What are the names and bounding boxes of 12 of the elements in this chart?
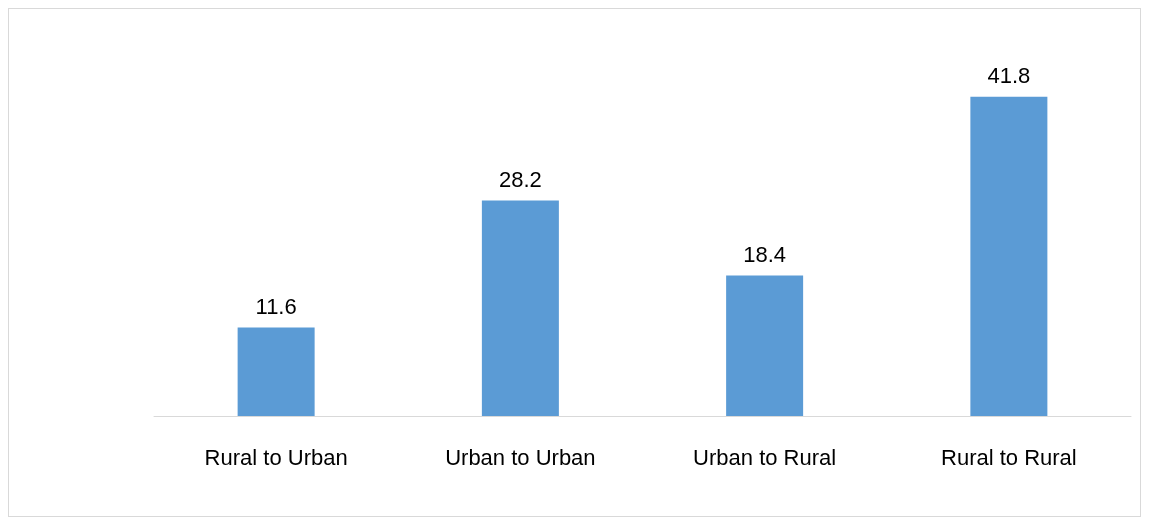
bar [726, 275, 804, 416]
x-tick-label: Rural to Urban [204, 444, 348, 470]
data-label: 41.8 [987, 63, 1031, 89]
bar [237, 327, 315, 416]
bar [481, 200, 559, 416]
x-tick-label: Urban to Urban [445, 444, 596, 470]
data-label: 18.4 [743, 241, 787, 267]
data-label: 28.2 [498, 167, 542, 193]
bar [970, 96, 1048, 416]
data-label: 11.6 [255, 293, 297, 319]
x-tick-label: Urban to Rural [693, 444, 837, 470]
x-tick-label: Rural to Rural [941, 444, 1077, 470]
